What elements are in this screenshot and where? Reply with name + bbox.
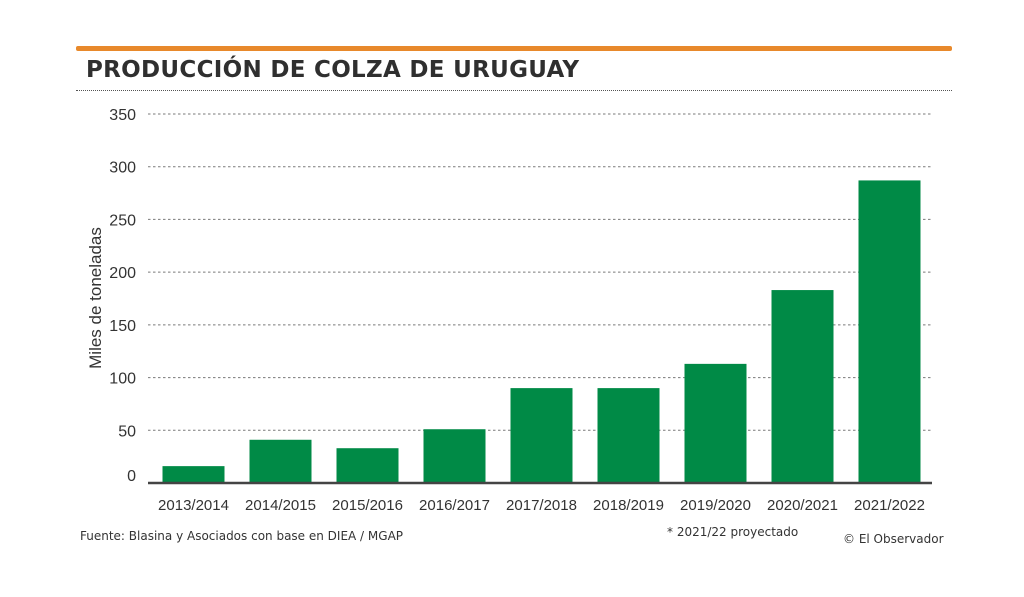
x-tick-label: 2015/2016 (332, 497, 403, 514)
x-tick-label: 2019/2020 (680, 497, 751, 514)
y-tick-label: 200 (109, 265, 136, 282)
y-tick-label: 100 (109, 371, 136, 388)
bar (858, 180, 921, 484)
bar (597, 388, 660, 483)
bar (771, 290, 834, 483)
x-tick-label: 2017/2018 (506, 497, 577, 514)
y-tick-label: 0 (127, 468, 136, 485)
bar (684, 363, 747, 483)
y-tick-label: 350 (109, 107, 136, 124)
y-tick-label: 50 (118, 423, 136, 440)
x-tick-label: 2020/2021 (767, 497, 838, 514)
title-divider (76, 90, 952, 91)
y-axis-label: Miles de toneladas (86, 227, 105, 369)
y-tick-label: 250 (109, 212, 136, 229)
x-tick-label: 2013/2014 (158, 497, 229, 514)
bar (162, 466, 225, 483)
projection-note: * 2021/22 proyectado (667, 525, 799, 539)
y-tick-label: 150 (109, 318, 136, 335)
x-tick-label: 2016/2017 (419, 497, 490, 514)
bar (510, 388, 573, 483)
bar (249, 439, 312, 483)
x-tick-label: 2021/2022 (854, 497, 925, 514)
chart-title: PRODUCCIÓN DE COLZA DE URUGUAY (86, 57, 580, 83)
source-note: Fuente: Blasina y Asociados con base en … (80, 529, 404, 543)
credit-label: © El Observador (843, 532, 944, 546)
x-tick-label: 2014/2015 (245, 497, 316, 514)
bar (423, 429, 486, 483)
x-tick-label: 2018/2019 (593, 497, 664, 514)
bar (336, 448, 399, 483)
title-accent-bar (76, 46, 952, 51)
y-tick-label: 300 (109, 160, 136, 177)
